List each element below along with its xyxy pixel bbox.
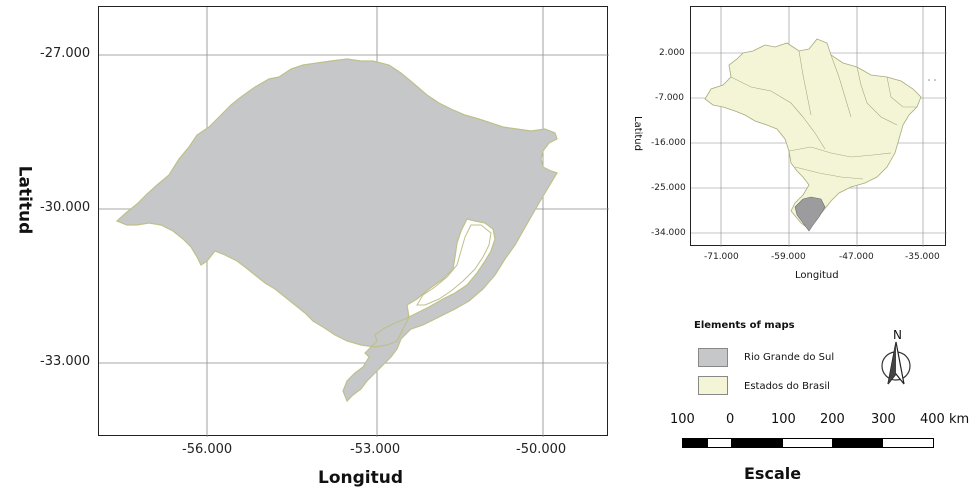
main-x-tick-2: -53.000 [350, 442, 401, 457]
legend-label-estados-do-brasil: Estados do Brasil [744, 381, 830, 392]
rio-grande-do-sul-polygon [115, 58, 558, 403]
inset-y-tick-1: 2.000 [659, 48, 685, 58]
inset-rio-grande-do-sul [794, 196, 826, 232]
inset-y-tick-4: -25.000 [651, 183, 686, 193]
main-x-axis-title: Longitud [318, 468, 404, 488]
brazil-state-borders [730, 50, 917, 180]
legend-swatch-rio-grande-do-sul [698, 348, 728, 367]
inset-x-tick-2: -59.000 [771, 252, 806, 262]
inset-map-frame [690, 6, 947, 247]
scale-segment-3 [731, 438, 783, 448]
north-arrow-label: N [893, 328, 902, 342]
scale-segment-1 [682, 438, 708, 448]
main-map-frame [98, 6, 609, 437]
scale-title: Escale [744, 464, 802, 483]
inset-x-tick-4: -35.000 [905, 252, 940, 262]
inset-x-tick-3: -47.000 [839, 252, 874, 262]
main-map-canvas [99, 7, 609, 437]
main-x-tick-1: -56.000 [182, 442, 233, 457]
main-y-tick-2: -30.000 [40, 200, 91, 215]
north-arrow-icon [881, 341, 911, 385]
legend-title: Elements of maps [694, 320, 795, 331]
inset-y-tick-5: -34.000 [651, 228, 686, 238]
scale-segment-6 [882, 438, 934, 448]
scale-label-4: 200 [820, 412, 845, 427]
inset-x-axis-title: Longitud [795, 270, 839, 281]
legend-swatch-estados-do-brasil [698, 376, 728, 395]
scale-label-1: 100 [670, 412, 695, 427]
scale-label-2: 0 [726, 412, 735, 427]
scale-segment-4 [782, 438, 833, 448]
inset-map-canvas [691, 7, 947, 247]
scale-label-3: 100 [771, 412, 796, 427]
scale-label-6: 400 km [920, 412, 970, 427]
main-y-axis-title: Latitud [14, 165, 35, 235]
scale-segment-2 [707, 438, 732, 448]
inset-y-axis-title: Latitud [632, 115, 644, 152]
legend-label-rio-grande-do-sul: Rio Grande do Sul [744, 352, 835, 363]
island-marker [928, 79, 930, 81]
scale-label-5: 300 [871, 412, 896, 427]
island-marker-2 [934, 79, 936, 81]
main-y-tick-3: -33.000 [40, 354, 91, 369]
inset-y-tick-3: -16.000 [651, 138, 686, 148]
inset-x-tick-1: -71.000 [704, 252, 739, 262]
inset-y-tick-2: -7.000 [655, 93, 685, 103]
lagoa-dos-patos [416, 224, 492, 306]
main-y-tick-1: -27.000 [40, 46, 91, 61]
scale-segment-5 [832, 438, 883, 448]
main-x-tick-3: -50.000 [516, 442, 567, 457]
